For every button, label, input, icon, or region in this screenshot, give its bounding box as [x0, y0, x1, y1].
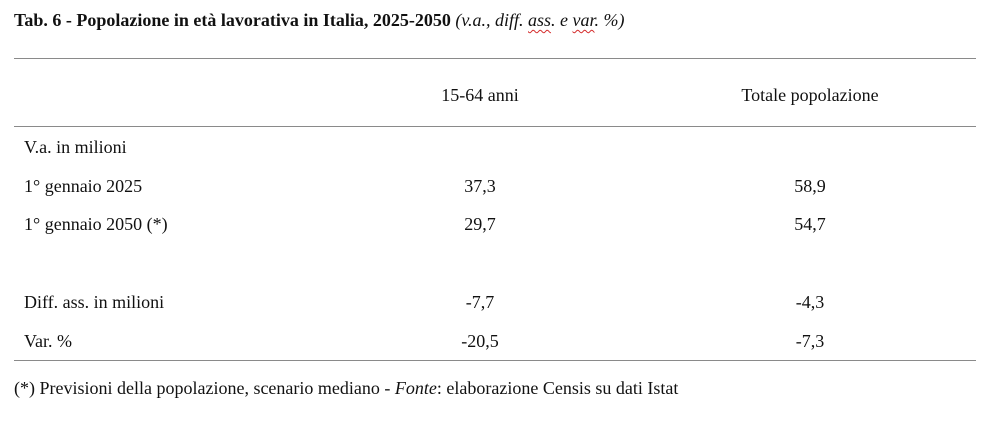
cell-var-totale: -7,3	[795, 331, 825, 351]
column-header-15-64: 15-64 anni	[441, 85, 519, 105]
subtitle-mid: . e	[551, 10, 573, 30]
cell-2025-totale: 58,9	[794, 176, 826, 196]
cell-diff-totale: -4,3	[795, 292, 825, 312]
table-title: Tab. 6 - Popolazione in età lavorativa i…	[14, 10, 625, 31]
subtitle-ass: ass	[528, 10, 552, 30]
bottom-rule	[14, 360, 976, 361]
cell-2050-totale: 54,7	[794, 214, 826, 234]
cell-2050-15-64: 29,7	[464, 214, 496, 234]
cell-var-15-64: -20,5	[461, 331, 499, 351]
header-rule	[14, 126, 976, 127]
subtitle-var: var	[572, 10, 595, 30]
subtitle-suffix: . %)	[594, 10, 625, 30]
subtitle-prefix: (v.a., diff.	[455, 10, 528, 30]
row-label-var: Var. %	[24, 331, 72, 351]
footnote: (*) Previsioni della popolazione, scenar…	[14, 378, 678, 399]
footnote-source-label: Fonte	[394, 378, 437, 398]
footnote-prefix: (*) Previsioni della popolazione, scenar…	[14, 378, 395, 398]
row-label-2025: 1° gennaio 2025	[24, 176, 143, 196]
cell-diff-15-64: -7,7	[465, 292, 495, 312]
footnote-suffix: : elaborazione Censis su dati Istat	[436, 378, 679, 398]
top-rule	[14, 58, 976, 59]
row-label-diff: Diff. ass. in milioni	[24, 292, 165, 312]
cell-2025-15-64: 37,3	[464, 176, 496, 196]
column-header-totale: Totale popolazione	[741, 85, 879, 105]
section-label: V.a. in milioni	[24, 137, 127, 157]
table-title-subtitle: (v.a., diff. ass. e var. %)	[455, 10, 624, 30]
row-label-2050: 1° gennaio 2050 (*)	[24, 214, 168, 234]
table-title-main: Tab. 6 - Popolazione in età lavorativa i…	[14, 10, 451, 30]
